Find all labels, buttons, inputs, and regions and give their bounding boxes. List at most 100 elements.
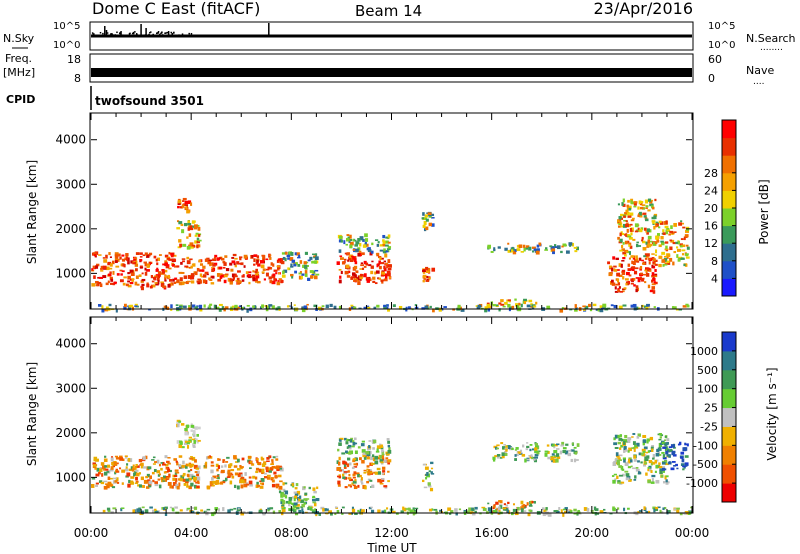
velocity-data-point	[190, 424, 195, 428]
power-data-point	[298, 275, 303, 280]
power-data-point	[190, 265, 193, 269]
power-data-point	[170, 308, 173, 311]
power-data-point	[546, 305, 551, 310]
velocity-data-point	[125, 455, 128, 459]
power-data-point	[288, 251, 292, 255]
power-data-point	[384, 240, 389, 244]
velocity-data-point	[263, 461, 267, 466]
power-data-point	[632, 217, 635, 220]
power-data-point	[182, 260, 185, 263]
power-data-point	[189, 246, 194, 249]
velocity-data-point	[176, 440, 181, 444]
power-data-point	[181, 258, 186, 260]
power-data-point	[673, 231, 677, 233]
noise-dot	[134, 34, 137, 36]
power-data-point	[379, 244, 383, 247]
power-data-point	[599, 308, 604, 313]
velocity-data-point	[650, 461, 653, 466]
velocity-data-point	[178, 444, 183, 449]
power-data-point	[381, 257, 384, 260]
velocity-data-point	[161, 479, 164, 483]
power-data-point	[500, 299, 504, 303]
velocity-data-point	[259, 508, 262, 511]
power-data-point	[157, 271, 162, 275]
velocity-data-point	[133, 509, 138, 513]
velocity-data-point	[388, 447, 391, 451]
power-data-point	[348, 256, 352, 261]
power-data-point	[175, 304, 179, 307]
velocity-data-point	[185, 463, 188, 467]
power-data-point	[176, 265, 180, 268]
velocity-data-point	[615, 455, 620, 458]
velocity-scatter	[91, 419, 693, 517]
velocity-data-point	[613, 460, 616, 464]
power-data-point	[652, 241, 657, 246]
power-data-point	[615, 257, 619, 261]
velocity-data-point	[371, 484, 375, 489]
power-data-point	[384, 263, 389, 265]
velocity-data-point	[668, 446, 672, 449]
power-data-point	[385, 250, 389, 253]
power-data-point	[523, 300, 527, 305]
velocity-data-point	[120, 507, 123, 512]
cpid-panel: CPID twofsound 3501	[6, 86, 204, 110]
power-data-point	[318, 306, 322, 311]
velocity-data-point	[160, 467, 163, 471]
noise-dot	[110, 33, 112, 35]
velocity-data-point	[259, 480, 262, 483]
power-data-point	[237, 262, 242, 265]
velocity-data-point	[241, 466, 244, 469]
power-data-point	[347, 270, 351, 274]
power-data-point	[623, 254, 627, 257]
velocity-data-point	[190, 456, 193, 459]
noise-dot	[157, 32, 159, 34]
velocity-data-point	[627, 437, 632, 441]
power-data-point	[428, 222, 433, 227]
power-data-point	[351, 306, 355, 309]
velocity-data-point	[98, 480, 103, 483]
velocity-data-point	[172, 477, 176, 481]
velocity-data-point	[546, 444, 550, 447]
power-data-point	[132, 262, 136, 265]
power-data-point	[272, 263, 275, 267]
power-data-point	[178, 239, 182, 243]
velocity-data-point	[374, 471, 379, 475]
power-data-point	[630, 304, 634, 308]
power-data-point	[276, 265, 280, 268]
power-data-point	[634, 267, 639, 270]
power-data-point	[646, 232, 649, 235]
velocity-data-point	[141, 510, 145, 515]
noise-dot	[144, 34, 147, 36]
velocity-data-point	[204, 463, 208, 467]
power-data-point	[679, 243, 683, 247]
power-data-point	[642, 273, 647, 276]
power-data-point	[149, 262, 153, 265]
velocity-data-point	[163, 471, 167, 474]
power-data-point	[114, 254, 119, 258]
velocity-data-point	[489, 511, 493, 513]
velocity-data-point	[210, 469, 214, 474]
power-data-point	[544, 249, 549, 251]
power-data-point	[144, 262, 147, 267]
velocity-data-point	[372, 457, 376, 462]
velocity-data-point	[423, 486, 428, 489]
velocity-data-point	[237, 473, 241, 478]
power-data-point	[630, 227, 634, 231]
velocity-data-point	[153, 508, 157, 512]
velocity-data-point	[196, 441, 199, 444]
power-data-point	[512, 250, 517, 255]
power-data-point	[643, 215, 647, 218]
noise-dot	[170, 31, 173, 34]
velocity-data-point	[574, 459, 579, 461]
velocity-data-point	[160, 477, 164, 481]
velocity-data-point	[126, 463, 129, 466]
velocity-data-point	[551, 453, 555, 456]
power-data-point	[229, 281, 233, 285]
velocity-data-point	[185, 440, 189, 444]
power-data-point	[233, 262, 236, 266]
power-data-point	[271, 274, 276, 279]
velocity-data-point	[662, 446, 666, 449]
power-data-point	[154, 282, 158, 284]
power-data-point	[236, 277, 240, 282]
power-data-point	[173, 281, 177, 285]
